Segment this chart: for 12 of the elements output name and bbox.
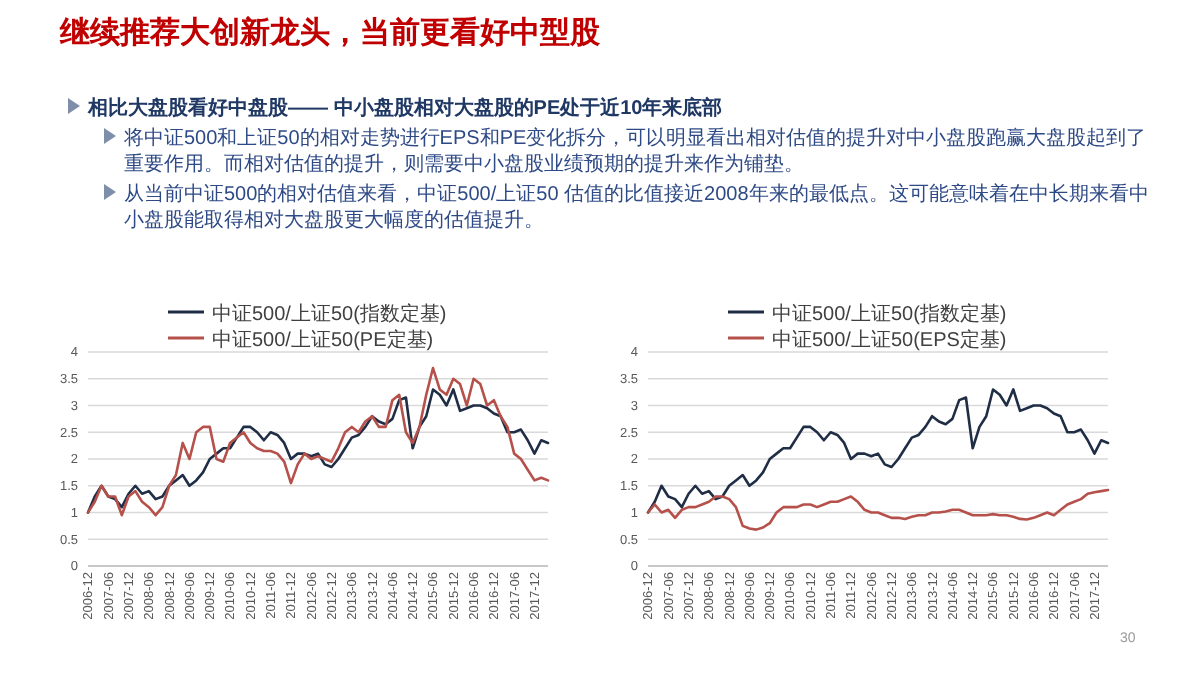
line-series: [86, 388, 550, 514]
text: 继续推荐大创新龙头，当前更看好中型股: [60, 14, 600, 52]
legend-label: 中证500/上证50(EPS定基): [772, 328, 1007, 352]
line-series: [86, 366, 550, 517]
line-series: [646, 388, 1110, 514]
text: 相比大盘股看好中盘股—— 中小盘股相对大盘股的PE处于近10年来底部: [85, 96, 725, 122]
text: 将中证500和上证50的相对走势进行EPS和PE变化拆分，可以明显看出相对估值的提升对中小盘股跑赢大盘股起到了重要作用。而相对估值的提升，则需要中小盘股业绩预期的提升来作为铺垫。: [122, 126, 1149, 178]
legend-label: 中证500/上证50(PE定基): [212, 328, 434, 352]
text: 从当前中证500的相对估值来看，中证500/上证50 估值的比值接近2008年来的最低点。这可能意味着在中长期来看中小盘股能取得相对大盘股更大幅度的估值提升。: [122, 182, 1151, 234]
line-series: [646, 488, 1110, 531]
legend-label: 中证500/上证50(指数定基): [212, 302, 447, 326]
legend-label: 中证500/上证50(指数定基): [772, 302, 1007, 326]
